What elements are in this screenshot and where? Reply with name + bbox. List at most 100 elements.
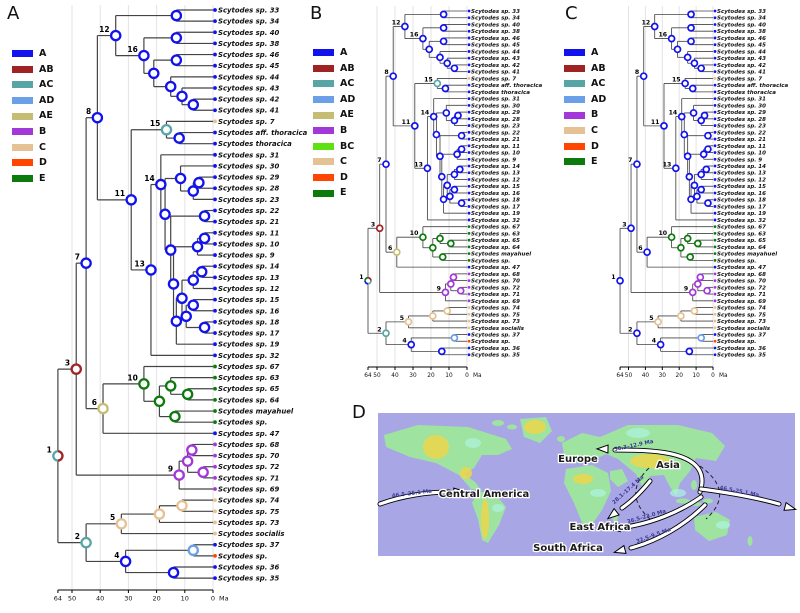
taxon-label: Scytodes sp. 70	[218, 452, 280, 460]
taxon-tip-dot	[713, 252, 717, 256]
legend-swatch-ae	[313, 111, 334, 119]
node-ring	[457, 145, 466, 154]
taxon-label: Scytodes sp. 44	[471, 49, 520, 55]
taxon-label: Scytodes sp. 67	[218, 363, 280, 371]
node-ring	[187, 544, 200, 557]
taxon-label: Scytodes sp. 17	[218, 330, 280, 338]
legend-label: AE	[340, 109, 354, 121]
map-lowland	[492, 504, 504, 512]
node-ring	[164, 80, 177, 93]
node-ring	[176, 292, 188, 304]
map-island	[507, 424, 517, 430]
taxon-tip-dot	[213, 453, 217, 458]
map-label-europe: Europe	[558, 454, 598, 465]
arrow-head	[453, 487, 467, 497]
node-ring	[181, 388, 194, 401]
node-ring	[97, 402, 109, 415]
taxon-tip-dot	[467, 151, 471, 154]
taxon-label: Scytodes sp. 14	[218, 263, 280, 271]
node-ring	[392, 248, 401, 257]
legend-swatch-ad	[12, 97, 33, 105]
legend-label: AB	[340, 62, 355, 74]
taxon-tip-dot	[213, 542, 217, 547]
taxon-tip-dot	[713, 50, 717, 53]
node-ring	[164, 380, 177, 392]
taxon-tip-dot	[713, 110, 717, 114]
taxon-tip-dot	[467, 117, 471, 121]
node-ring	[145, 264, 157, 276]
node-ring	[680, 130, 689, 139]
taxon-tip-dot	[213, 509, 217, 514]
axis-tick-label: 40	[642, 373, 650, 379]
node-ring	[697, 185, 706, 194]
taxon-tip-dot	[713, 117, 717, 121]
taxon-tip-dot	[467, 164, 471, 168]
node-number: 6	[388, 245, 392, 252]
taxon-label: Scytodes sp. 15	[471, 184, 520, 190]
taxon-label: Scytodes sp. 22	[471, 130, 520, 136]
taxon-label: Scytodes sp. 74	[471, 306, 520, 312]
node-ring	[160, 124, 173, 136]
taxon-tip-dot	[713, 36, 717, 40]
node-ring	[419, 34, 427, 43]
node-number: 5	[649, 315, 653, 322]
panel-b-legend: A AB AC AD AE B BC C D E	[313, 45, 355, 201]
node-ring	[198, 210, 211, 222]
taxon-tip-dot	[467, 198, 471, 202]
legend-item-e: E	[564, 154, 606, 170]
legend-item-c: C	[564, 123, 606, 139]
taxon-label: Scytodes sp. 41	[717, 70, 766, 76]
map-island	[714, 445, 720, 457]
arrow-head	[595, 444, 609, 454]
legend-swatch-a	[12, 50, 33, 58]
taxon-tip-dot	[213, 86, 217, 90]
taxon-label: Scytodes sp. 23	[471, 124, 520, 130]
axis-tick-label: 0	[211, 595, 215, 603]
node-ring	[443, 59, 452, 68]
taxon-label: Scytodes sp. 64	[471, 245, 520, 251]
taxon-label: Scytodes sp. 12	[717, 177, 766, 183]
taxon-label: Scytodes sp. 40	[471, 22, 520, 28]
taxon-tip-dot	[213, 553, 217, 558]
taxon-tip-dot	[713, 23, 717, 26]
node-ring	[688, 288, 697, 297]
legend-label: AD	[591, 93, 607, 105]
taxon-tip-dot	[467, 36, 471, 40]
taxon-label: Scytodes sp. 7	[717, 76, 762, 82]
taxon-tip-dot	[213, 331, 217, 335]
legend-label: D	[340, 171, 348, 183]
node-number: 11	[402, 119, 411, 126]
taxon-tip-dot	[213, 19, 217, 24]
node-number: 14	[421, 110, 430, 117]
taxon-tip-dot	[213, 41, 217, 46]
node-ring	[423, 164, 432, 173]
legend-label: AC	[340, 78, 355, 90]
taxon-label: Scytodes sp. 75	[471, 312, 520, 318]
node-ring	[685, 347, 694, 356]
taxon-label: Scytodes sp. 73	[218, 519, 280, 527]
node-ring	[685, 172, 694, 181]
taxon-label: Scytodes sp. 19	[218, 341, 280, 349]
taxon-tip-dot	[467, 205, 471, 208]
taxon-label: Scytodes sp.	[471, 339, 510, 345]
legend-label: C	[340, 156, 347, 168]
node-ring	[441, 288, 450, 297]
taxon-tip-dot	[213, 275, 217, 280]
legend-swatch-e	[12, 175, 33, 183]
axis-tick-label: 10	[445, 373, 453, 379]
node-ring-segment	[367, 276, 372, 281]
axis-tick-label: 50	[373, 373, 381, 379]
map-label-asia: Asia	[656, 460, 680, 471]
taxon-label: Scytodes sp. 68	[471, 272, 520, 278]
taxon-tip-dot	[467, 252, 471, 256]
taxon-tip-dot	[467, 77, 471, 80]
node-ring	[170, 54, 183, 66]
taxon-label: Scytodes sp. 9	[717, 157, 762, 163]
taxon-label: Scytodes sp. 9	[471, 157, 516, 163]
taxon-tip-dot	[713, 77, 717, 80]
node-ring	[442, 109, 451, 117]
taxon-label: Scytodes sp. 11	[218, 229, 279, 237]
taxon-tip-dot	[467, 232, 471, 235]
legend-label: AB	[39, 63, 54, 75]
